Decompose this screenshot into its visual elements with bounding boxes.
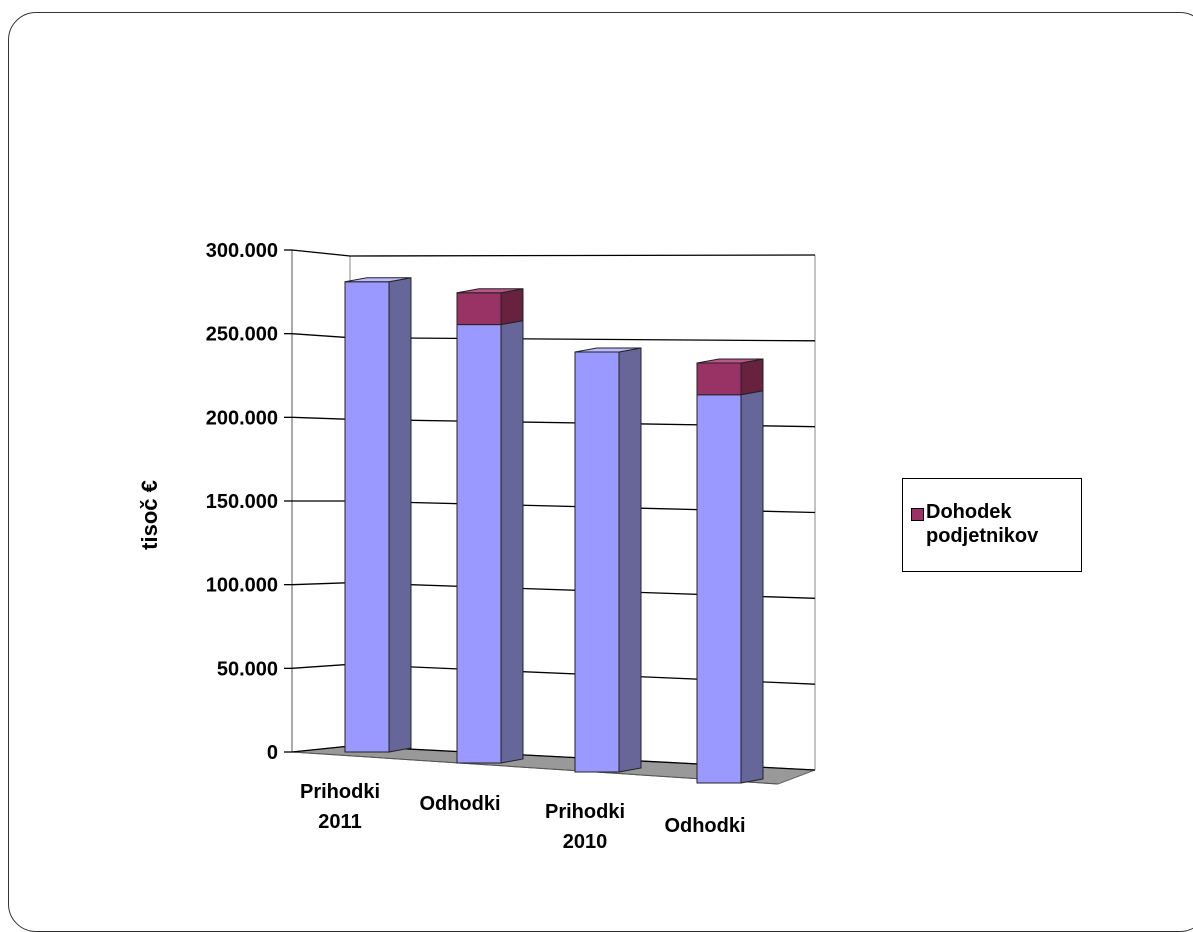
- x-category-label-line: Prihodki: [300, 781, 380, 803]
- x-category-label-line: Prihodki: [545, 801, 625, 823]
- x-category-label: Prihodki 2011: [300, 781, 380, 833]
- x-category-label-line: Odhodki: [419, 793, 500, 815]
- bar-side-1-0: [500, 319, 524, 764]
- bar-dohodek-1: [456, 292, 502, 326]
- x-category-label-line: 2011: [318, 811, 361, 833]
- bar-dohodek-3: [696, 362, 742, 396]
- y-tick-label: 200.000: [206, 407, 278, 429]
- y-axis-label: tisoč €: [137, 480, 162, 550]
- y-tick-label: 50.000: [217, 658, 278, 680]
- x-category-label: Odhodki: [419, 793, 500, 815]
- bar-side-3-0: [740, 390, 764, 784]
- bar-top-2: [574, 347, 642, 353]
- y-tick-label: 150.000: [206, 491, 278, 513]
- y-tick-label: 250.000: [206, 324, 278, 346]
- legend-label-dohodek: Dohodek podjetnikov: [926, 501, 1039, 547]
- bar-top-1: [456, 288, 524, 294]
- bar-base-3: [696, 394, 742, 784]
- bar-side-1-1: [500, 288, 524, 326]
- bar-side-3-1: [740, 358, 764, 396]
- bar-base-0: [344, 281, 390, 753]
- bar-chart-3d: 0 50.000 100.000 150.000 200.000 250.000 300.0…: [137, 240, 816, 853]
- bar-top-0: [344, 277, 412, 283]
- bar-base-1: [456, 324, 502, 764]
- y-tick-label: 0: [267, 742, 278, 764]
- legend-swatch-dohodek: [911, 508, 924, 521]
- bar-base-2: [574, 351, 620, 773]
- legend: Dohodek podjetnikov: [902, 478, 1082, 572]
- bar-side-0-0: [388, 277, 412, 753]
- x-category-label-line: 2010: [563, 831, 608, 853]
- bar-top-3: [696, 358, 764, 364]
- x-category-label: Prihodki 2010: [545, 801, 625, 853]
- bar-side-2-0: [618, 347, 642, 773]
- x-category-label: Odhodki: [664, 815, 745, 837]
- y-tick-label: 300.000: [206, 240, 278, 262]
- y-tick-label: 100.000: [206, 575, 278, 597]
- x-category-label-line: Odhodki: [664, 815, 745, 837]
- gridline: [291, 249, 816, 257]
